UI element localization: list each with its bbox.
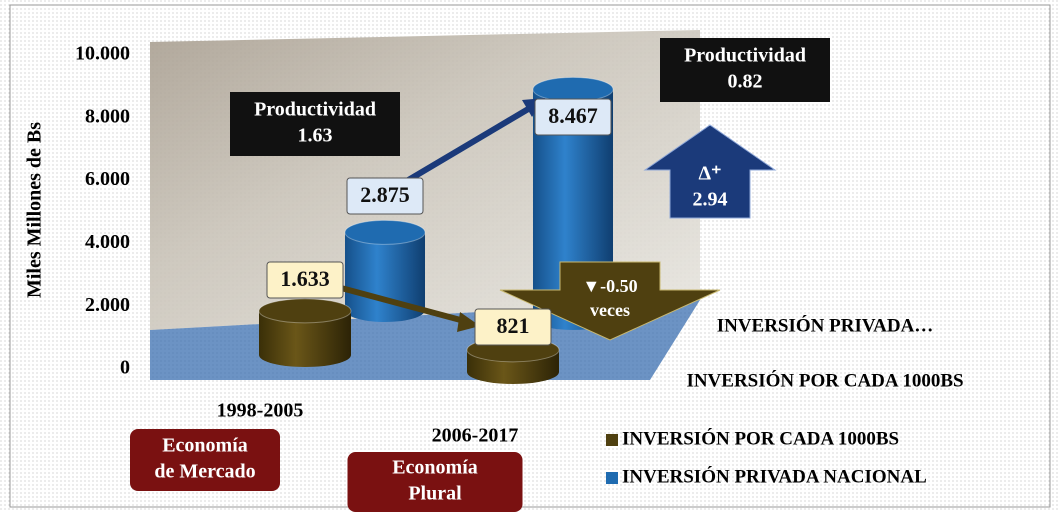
cylinder-top	[344, 219, 426, 245]
annotation-box	[130, 429, 280, 491]
cylinder-top	[258, 298, 352, 324]
value-label-box	[474, 308, 552, 346]
value-label: 2.875	[360, 182, 410, 207]
annotation: de Mercado	[154, 461, 255, 483]
x-tick-label: 2006-2017	[432, 425, 519, 447]
legend-label: INVERSIÓN POR CADA 1000BS	[622, 427, 899, 449]
depth-label: INVERSIÓN PRIVADA…	[717, 314, 934, 336]
value-label: 821	[497, 313, 530, 338]
annotation: Productividad	[684, 45, 806, 67]
arrow	[329, 282, 469, 325]
value-label: 8.467	[548, 103, 598, 128]
legend-swatch	[606, 434, 618, 446]
y-tick-label: 10.000	[75, 43, 130, 65]
annotation: veces	[590, 300, 630, 320]
value-label-box	[534, 98, 612, 136]
arrowhead	[457, 312, 480, 332]
annotation-box	[660, 38, 830, 102]
y-tick-label: 2.000	[85, 294, 130, 316]
y-tick-label: 8.000	[85, 105, 130, 127]
y-tick-label: 6.000	[85, 168, 130, 190]
annotation: Δ⁺	[698, 163, 721, 185]
annotation-box	[230, 92, 400, 156]
y-tick-label: 0	[120, 357, 130, 379]
y-axis-label: Miles Millones de Bs	[24, 122, 46, 298]
x-tick-label: 1998-2005	[217, 400, 304, 422]
annotation: Productividad	[254, 99, 376, 121]
annotation-box	[347, 452, 523, 512]
annotation: Economía	[162, 435, 248, 457]
up-arrow	[643, 124, 777, 219]
value-label-box	[266, 261, 344, 299]
annotation: Plural	[408, 483, 462, 505]
legend-swatch	[606, 472, 618, 484]
annotation: 1.63	[298, 125, 333, 147]
frame	[9, 4, 1051, 508]
cylinder-top	[532, 76, 614, 102]
value-label: 1.633	[280, 266, 330, 291]
depth-label: INVERSIÓN POR CADA 1000BS	[686, 369, 963, 391]
down-arrow	[499, 261, 721, 341]
annotation: 0.82	[728, 71, 763, 93]
arrow	[398, 102, 537, 188]
y-tick-label: 4.000	[85, 231, 130, 253]
value-label-box	[346, 177, 424, 215]
annotation: Economía	[392, 457, 478, 479]
annotation: 2.94	[693, 189, 728, 211]
legend-label: INVERSIÓN PRIVADA NACIONAL	[622, 465, 927, 487]
annotation: ▼-0.50	[582, 276, 637, 296]
